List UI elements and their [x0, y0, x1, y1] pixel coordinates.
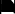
Legend: 普乐可复胶囊, 比较制备实施例 1, 制备实施例 1: 普乐可复胶囊, 比较制备实施例 1, 制备实施例 1 [0, 11, 4, 14]
